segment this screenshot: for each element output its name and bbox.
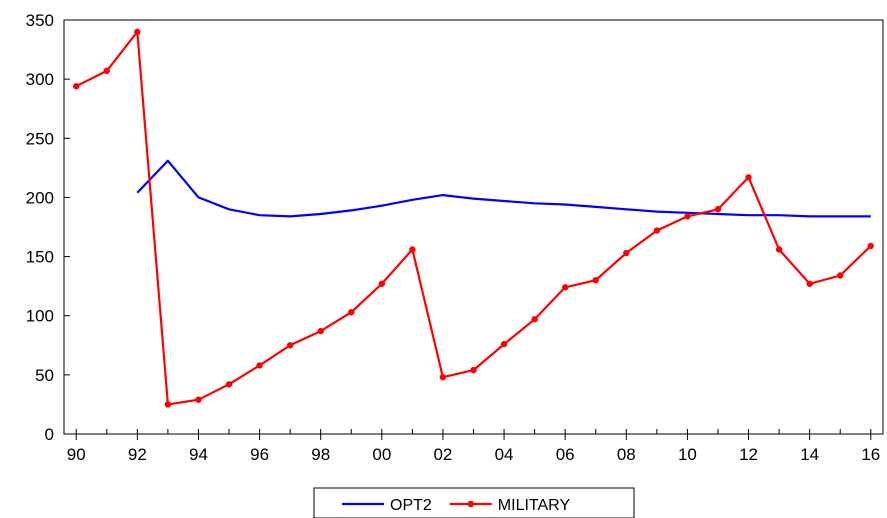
- x-axis: 90 92 94 96 98 00 02 04 06 08 10 12 14 16: [67, 429, 880, 464]
- series-military: [73, 28, 874, 408]
- series-line-military: [75, 30, 872, 406]
- y-tick-label: 350: [26, 11, 54, 30]
- y-tick-label: 250: [26, 129, 54, 148]
- data-point: [500, 340, 508, 348]
- legend: OPT2 MILITARY: [313, 487, 635, 518]
- x-tick-label: 08: [617, 445, 636, 464]
- data-point: [531, 316, 538, 323]
- x-tick-label: 90: [67, 445, 86, 464]
- legend-label-military: MILITARY: [498, 497, 571, 514]
- legend-marker: [467, 500, 474, 508]
- x-tick-label: 98: [311, 445, 330, 464]
- data-point: [684, 213, 691, 220]
- x-tick-label: 94: [189, 445, 208, 464]
- data-point: [317, 327, 324, 335]
- data-point: [256, 362, 263, 369]
- data-point: [348, 308, 355, 316]
- y-tick-label: 100: [26, 307, 54, 326]
- data-point: [378, 280, 386, 287]
- data-point: [561, 284, 569, 291]
- y-tick-label: 300: [26, 70, 54, 89]
- data-point: [837, 272, 844, 279]
- x-tick-label: 06: [556, 445, 575, 464]
- data-point: [775, 246, 783, 253]
- data-point: [195, 396, 202, 403]
- legend-label-opt2: OPT2: [390, 497, 432, 514]
- series-opt2: [136, 159, 871, 218]
- series-layer: [73, 28, 874, 408]
- data-point: [134, 28, 141, 36]
- data-point: [409, 246, 416, 253]
- x-tick-label: 00: [372, 445, 391, 464]
- x-tick-label: 96: [250, 445, 269, 464]
- data-point: [164, 401, 172, 408]
- y-tick-label: 50: [35, 366, 54, 385]
- x-tick-label: 14: [800, 445, 819, 464]
- data-point: [470, 366, 477, 374]
- data-point: [867, 242, 874, 250]
- data-point: [653, 227, 661, 234]
- data-point: [623, 249, 630, 257]
- x-tick-label: 92: [128, 445, 147, 464]
- data-point: [103, 67, 110, 75]
- y-tick-label: 200: [26, 188, 54, 207]
- x-tick-label: 04: [495, 445, 514, 464]
- y-tick-label: 0: [45, 425, 54, 444]
- data-point: [806, 280, 813, 287]
- data-point: [73, 83, 80, 90]
- data-point: [286, 342, 294, 349]
- series-line-opt2: [136, 159, 871, 218]
- data-point: [592, 277, 599, 284]
- x-tick-label: 02: [433, 445, 452, 464]
- x-tick-label: 10: [678, 445, 697, 464]
- x-tick-label: 12: [739, 445, 758, 464]
- data-point: [225, 381, 233, 388]
- data-point: [714, 206, 722, 213]
- data-point: [745, 174, 752, 181]
- y-axis: 0 50 100 150 200 250 300 350: [26, 11, 70, 444]
- data-point: [439, 374, 447, 381]
- x-tick-label: 16: [861, 445, 880, 464]
- y-tick-label: 150: [26, 248, 54, 267]
